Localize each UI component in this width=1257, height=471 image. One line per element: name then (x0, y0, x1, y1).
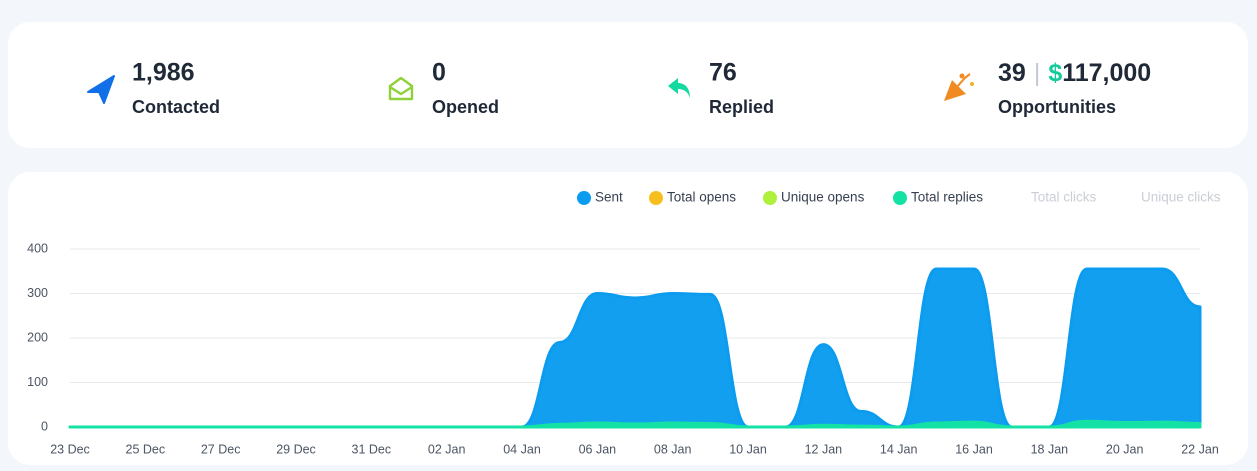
x-tick-label: 14 Jan (880, 442, 918, 456)
stat-value: 1,986 (132, 59, 195, 87)
stat-value: 39 | $117,000 (998, 59, 1151, 87)
party-icon (944, 73, 974, 101)
x-tick-label: 06 Jan (579, 442, 617, 456)
x-tick-label: 25 Dec (126, 442, 166, 456)
stat-label: Opened (432, 97, 499, 117)
stat-count: 39 (998, 59, 1026, 87)
y-tick-label: 200 (27, 330, 48, 344)
stat-value: 0 (432, 59, 446, 87)
y-tick-label: 400 (27, 241, 48, 255)
y-tick-label: 300 (27, 286, 48, 300)
legend-marker (577, 191, 591, 205)
x-tick-label: 27 Dec (201, 442, 241, 456)
x-tick-label: 22 Jan (1181, 442, 1219, 456)
x-tick-label: 10 Jan (729, 442, 767, 456)
stat-label: Opportunities (998, 97, 1116, 117)
x-tick-label: 18 Jan (1031, 442, 1069, 456)
legend-label: Unique opens (781, 190, 865, 205)
stat-label: Contacted (132, 97, 220, 117)
x-tick-label: 16 Jan (955, 442, 993, 456)
currency: $ (1048, 59, 1062, 87)
x-tick-label: 02 Jan (428, 442, 466, 456)
open-icon (388, 76, 414, 101)
x-tick-label: 23 Dec (50, 442, 90, 456)
stat-value: 76 (709, 59, 737, 87)
legend-label: Total opens (667, 190, 736, 205)
legend-label: Total clicks (1031, 190, 1097, 205)
y-tick-label: 0 (41, 419, 48, 433)
area-series (68, 419, 1202, 429)
legend-label: Unique clicks (1141, 190, 1221, 205)
send-icon (87, 75, 115, 104)
stat-amount: 117,000 (1062, 59, 1151, 87)
x-tick-label: 31 Dec (352, 442, 392, 456)
legend-marker (649, 191, 663, 205)
y-tick-label: 100 (27, 375, 48, 389)
x-tick-label: 12 Jan (805, 442, 843, 456)
separator: | (1034, 59, 1041, 87)
x-tick-label: 04 Jan (503, 442, 541, 456)
x-tick-label: 29 Dec (276, 442, 316, 456)
x-tick-label: 20 Jan (1106, 442, 1144, 456)
legend-marker (893, 191, 907, 205)
stat-label: Replied (709, 97, 774, 117)
x-tick-label: 08 Jan (654, 442, 692, 456)
reply-icon (668, 78, 690, 98)
legend-marker (763, 191, 777, 205)
legend-label: Sent (595, 190, 623, 205)
legend-label: Total replies (911, 190, 983, 205)
stats-card (8, 22, 1248, 148)
